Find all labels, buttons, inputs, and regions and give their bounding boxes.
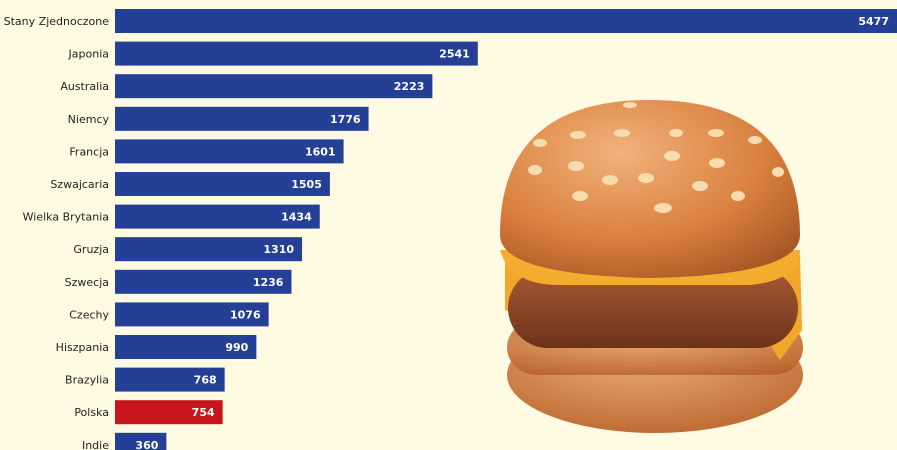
- value-label: 2541: [439, 48, 470, 61]
- value-label: 360: [135, 439, 158, 450]
- value-label: 1310: [263, 243, 294, 256]
- bar: [115, 74, 433, 99]
- bar: [115, 237, 303, 262]
- bar: [115, 139, 344, 164]
- value-label: 754: [192, 406, 215, 419]
- category-label: Indie: [82, 439, 109, 450]
- bar: [115, 106, 369, 131]
- value-label: 1236: [253, 276, 284, 289]
- bar: [115, 335, 257, 359]
- category-label: Szwecja: [65, 276, 109, 289]
- bar: [115, 204, 320, 229]
- category-label: Wielka Brytania: [23, 211, 109, 224]
- burger-illustration: [500, 100, 803, 433]
- bar: [115, 41, 478, 66]
- value-label: 768: [194, 374, 217, 387]
- category-label: Hiszpania: [56, 341, 109, 354]
- bar: [115, 432, 167, 450]
- value-label: 1601: [305, 145, 336, 158]
- category-label: Australia: [60, 80, 109, 93]
- value-label: 1434: [281, 211, 312, 224]
- value-label: 1076: [230, 308, 261, 321]
- value-label: 2223: [394, 80, 425, 93]
- bar: [115, 9, 897, 33]
- value-label: 5477: [858, 15, 889, 28]
- category-label: Japonia: [68, 48, 109, 61]
- category-label: Czechy: [69, 308, 109, 321]
- bar: [115, 400, 223, 425]
- category-label: Szwajcaria: [50, 178, 109, 191]
- bar: [115, 172, 330, 196]
- category-label: Francja: [69, 145, 109, 158]
- bar: [115, 367, 225, 392]
- category-label: Brazylia: [65, 374, 109, 387]
- category-label: Stany Zjednoczone: [4, 15, 110, 28]
- bar: [115, 302, 269, 327]
- category-label: Niemcy: [68, 113, 110, 126]
- value-label: 990: [225, 341, 248, 354]
- value-label: 1776: [330, 113, 361, 126]
- value-label: 1505: [291, 178, 322, 191]
- bar: [115, 269, 292, 294]
- category-label: Polska: [74, 406, 109, 419]
- category-label: Gruzja: [73, 243, 109, 256]
